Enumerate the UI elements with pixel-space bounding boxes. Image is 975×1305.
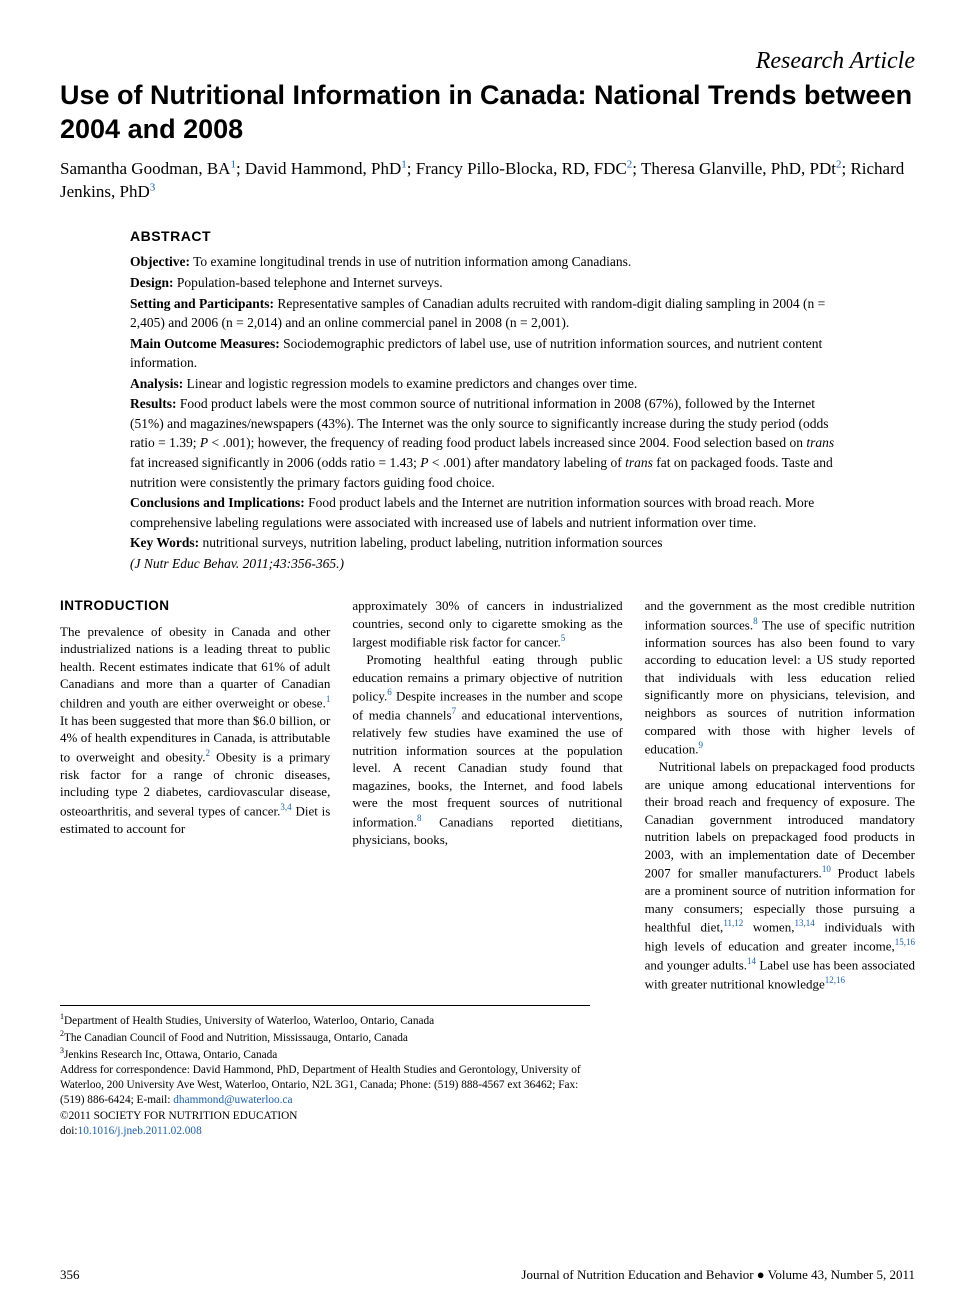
- abstract-block: ABSTRACT Objective: To examine longitudi…: [130, 226, 845, 573]
- abstract-item: Results: Food product labels were the mo…: [130, 394, 845, 492]
- affiliation-line: 2The Canadian Council of Food and Nutrit…: [60, 1029, 590, 1046]
- article-type: Research Article: [60, 48, 915, 75]
- affiliation-line: 3Jenkins Research Inc, Ottawa, Ontario, …: [60, 1046, 590, 1063]
- column-2: approximately 30% of cancers in industri…: [352, 597, 622, 992]
- abstract-item: Analysis: Linear and logistic regression…: [130, 374, 845, 394]
- introduction-heading: INTRODUCTION: [60, 597, 330, 615]
- article-title: Use of Nutritional Information in Canada…: [60, 79, 915, 147]
- intro-paragraph-col2a: approximately 30% of cancers in industri…: [352, 597, 622, 651]
- journal-citation: Journal of Nutrition Education and Behav…: [521, 1267, 915, 1283]
- page-number: 356: [60, 1267, 80, 1283]
- abstract-item: Main Outcome Measures: Sociodemographic …: [130, 334, 845, 373]
- abstract-item: Key Words: nutritional surveys, nutritio…: [130, 533, 845, 553]
- abstract-item: Objective: To examine longitudinal trend…: [130, 252, 845, 272]
- doi-link[interactable]: 10.1016/j.jneb.2011.02.008: [78, 1125, 202, 1137]
- abstract-item: Setting and Participants: Representative…: [130, 294, 845, 333]
- abstract-item: Design: Population-based telephone and I…: [130, 273, 845, 293]
- correspondence-address: Address for correspondence: David Hammon…: [60, 1063, 590, 1109]
- intro-paragraph-col3a: and the government as the most credible …: [645, 597, 915, 758]
- intro-paragraph-col2b: Promoting healthful eating through publi…: [352, 651, 622, 848]
- column-3: and the government as the most credible …: [645, 597, 915, 992]
- page-footer: 356 Journal of Nutrition Education and B…: [60, 1267, 915, 1283]
- abstract-citation: (J Nutr Educ Behav. 2011;43:356-365.): [130, 554, 845, 574]
- author-list: Samantha Goodman, BA1; David Hammond, Ph…: [60, 157, 915, 205]
- intro-paragraph-col3b: Nutritional labels on prepackaged food p…: [645, 758, 915, 993]
- correspondence-email[interactable]: dhammond@uwaterloo.ca: [173, 1094, 292, 1106]
- abstract-item: Conclusions and Implications: Food produ…: [130, 493, 845, 532]
- abstract-heading: ABSTRACT: [130, 226, 845, 246]
- doi-line: doi:10.1016/j.jneb.2011.02.008: [60, 1124, 590, 1139]
- affiliation-block: 1Department of Health Studies, Universit…: [60, 1012, 590, 1139]
- body-columns: INTRODUCTION The prevalence of obesity i…: [60, 597, 915, 992]
- affiliation-line: 1Department of Health Studies, Universit…: [60, 1012, 590, 1029]
- intro-paragraph-1: The prevalence of obesity in Canada and …: [60, 623, 330, 838]
- copyright-line: ©2011 SOCIETY FOR NUTRITION EDUCATION: [60, 1109, 590, 1124]
- column-1: INTRODUCTION The prevalence of obesity i…: [60, 597, 330, 992]
- affiliation-rule: [60, 1005, 590, 1006]
